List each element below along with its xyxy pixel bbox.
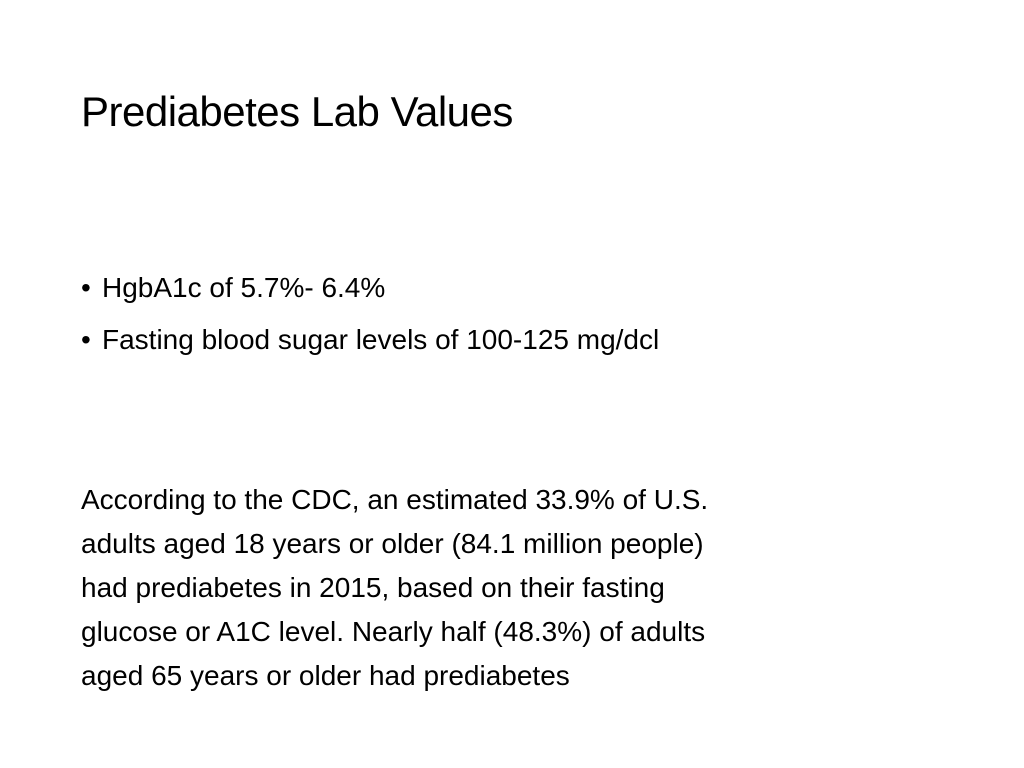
bullet-text: HgbA1c of 5.7%- 6.4% [102,272,386,303]
bullet-item-hgba1c: • HgbA1c of 5.7%- 6.4% [81,262,659,314]
bullet-text: Fasting blood sugar levels of 100-125 mg… [102,324,660,355]
paragraph-line: glucose or A1C level. Nearly half (48.3%… [81,616,706,647]
bullet-item-fasting-glucose: • Fasting blood sugar levels of 100-125 … [81,314,659,366]
bullet-dot-icon: • [81,324,91,355]
cdc-statistics-paragraph: According to the CDC, an estimated 33.9%… [81,478,941,698]
bullet-list: • HgbA1c of 5.7%- 6.4% • Fasting blood s… [81,262,659,366]
paragraph-line: adults aged 18 years or older (84.1 mill… [81,528,704,559]
paragraph-line: had prediabetes in 2015, based on their … [81,572,665,603]
paragraph-line: According to the CDC, an estimated 33.9%… [81,484,709,515]
bullet-dot-icon: • [81,272,91,303]
paragraph-line: aged 65 years or older had prediabetes [81,660,570,691]
slide-title: Prediabetes Lab Values [81,88,513,135]
